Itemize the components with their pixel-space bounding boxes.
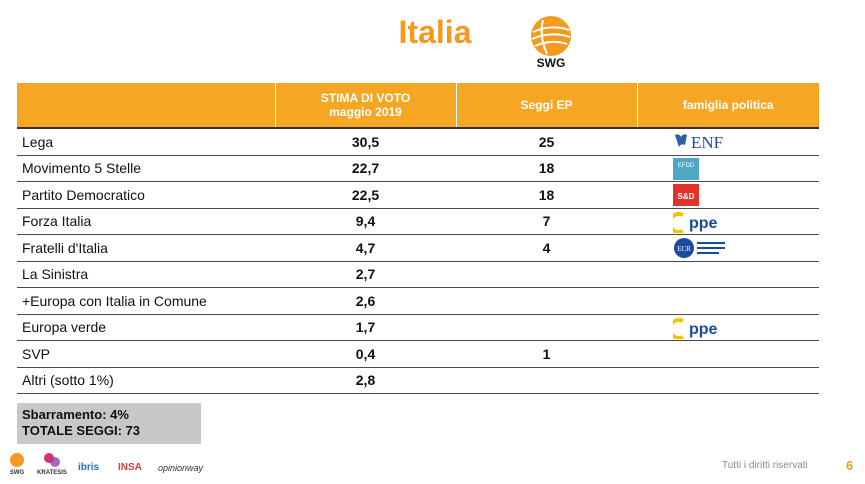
- header-seats: Seggi EP: [456, 83, 638, 128]
- summary-box: Sbarramento: 4% TOTALE SEGGI: 73: [17, 403, 201, 444]
- sd-logo-text: S&D: [678, 192, 695, 201]
- enf-logo-icon: ENF: [675, 133, 723, 152]
- seats-ep: [456, 261, 637, 288]
- seats-ep: [456, 287, 637, 315]
- swg-footer-text: SWG: [9, 470, 25, 476]
- seats-ep: [456, 314, 637, 341]
- page-title: Italia: [398, 14, 472, 50]
- swg-logo-text: SWG: [536, 56, 566, 70]
- table-row: Lega 30,5 25 ENF: [17, 127, 819, 156]
- seats-ep: 18: [456, 181, 637, 209]
- vote-estimate: 0,4: [275, 340, 456, 368]
- seats-ep: 18: [456, 155, 637, 182]
- swg-footer-globe-icon: [10, 453, 24, 467]
- party-name: Altri (sotto 1%): [17, 367, 275, 394]
- table-row: La Sinistra 2,7: [17, 261, 819, 288]
- table-row: +Europa con Italia in Comune 2,6: [17, 287, 819, 315]
- family-cell: [637, 340, 819, 368]
- family-cell: ppe: [637, 208, 819, 235]
- table-row: Forza Italia 9,4 7 ppe: [17, 208, 819, 235]
- seats-ep: 1: [456, 340, 637, 368]
- party-name: +Europa con Italia in Comune: [17, 287, 275, 315]
- ppe-logo-text: ppe: [689, 215, 718, 232]
- party-name: Partito Democratico: [17, 181, 275, 209]
- table-row: Movimento 5 Stelle 22,7 18 EFDD: [17, 155, 819, 182]
- family-cell: ENF: [637, 127, 819, 156]
- vote-estimate: 2,8: [275, 367, 456, 394]
- swg-footer-logo: SWG: [6, 452, 28, 476]
- sd-logo-icon: S&D: [673, 184, 699, 206]
- party-name: Europa verde: [17, 314, 275, 341]
- opinionway-logo: opinionway: [158, 463, 204, 473]
- ecr-logo-icon: ECR: [674, 238, 725, 258]
- partner-logos: SWG KRATESIS ibris INSA opinionway: [6, 452, 246, 482]
- header-vote-line2: maggio 2019: [329, 105, 402, 119]
- party-name: Forza Italia: [17, 208, 275, 235]
- family-cell: S&D: [637, 181, 819, 209]
- vote-estimate: 9,4: [275, 208, 456, 235]
- ppe-logo-icon: ppe: [673, 317, 718, 339]
- party-name: SVP: [17, 340, 275, 368]
- vote-estimate: 1,7: [275, 314, 456, 341]
- table-row: SVP 0,4 1: [17, 340, 819, 368]
- efdd-logo-icon: EFDD: [673, 157, 699, 180]
- family-cell: [637, 261, 819, 288]
- family-cell: EFDD: [637, 155, 819, 182]
- kratesis-text: KRATESIS: [37, 470, 67, 476]
- efdd-logo-text: EFDD: [678, 163, 695, 169]
- family-cell: ppe: [637, 314, 819, 341]
- family-cell: ECR: [637, 234, 819, 262]
- swg-logo: SWG: [527, 14, 575, 74]
- family-cell: [637, 287, 819, 315]
- header-family: famiglia politica: [637, 83, 819, 128]
- vote-estimate: 2,7: [275, 261, 456, 288]
- table-row: Altri (sotto 1%) 2,8: [17, 367, 819, 394]
- ibris-logo: ibris: [78, 462, 100, 473]
- kratesis-icon: [44, 453, 60, 467]
- vote-estimate: 2,6: [275, 287, 456, 315]
- table-row: Partito Democratico 22,5 18 S&D: [17, 181, 819, 209]
- party-name: Lega: [17, 127, 275, 156]
- seats-ep: [456, 367, 637, 394]
- vote-estimate: 22,7: [275, 155, 456, 182]
- table-header-row: STIMA DI VOTO maggio 2019 Seggi EP famig…: [17, 83, 819, 128]
- table-row: Europa verde 1,7 ppe: [17, 314, 819, 341]
- vote-estimate: 22,5: [275, 181, 456, 209]
- seats-ep: 7: [456, 208, 637, 235]
- total-seats-label: TOTALE SEGGI: 73: [22, 423, 140, 438]
- insa-logo: INSA: [118, 462, 142, 473]
- party-name: Movimento 5 Stelle: [17, 155, 275, 182]
- ppe-logo-icon: ppe: [673, 211, 718, 233]
- kratesis-logo: KRATESIS: [34, 452, 70, 476]
- enf-logo-text: ENF: [691, 133, 723, 152]
- party-name: La Sinistra: [17, 261, 275, 288]
- family-cell: [637, 367, 819, 394]
- header-vote: STIMA DI VOTO maggio 2019: [275, 83, 457, 128]
- table-row: Fratelli d'Italia 4,7 4 ECR: [17, 234, 819, 262]
- vote-estimate: 30,5: [275, 127, 456, 156]
- party-name: Fratelli d'Italia: [17, 234, 275, 262]
- header-vote-line1: STIMA DI VOTO: [320, 91, 411, 105]
- ecr-logo-text: ECR: [677, 245, 691, 253]
- seats-ep: 4: [456, 234, 637, 262]
- results-table: STIMA DI VOTO maggio 2019 Seggi EP famig…: [17, 83, 819, 394]
- copyright-text: Tutti i diritti riservati: [722, 460, 808, 471]
- swg-globe-icon: [531, 16, 571, 56]
- page-number: 6: [846, 458, 854, 473]
- ppe-logo-text: ppe: [689, 321, 718, 338]
- header-party: [17, 83, 276, 128]
- seats-ep: 25: [456, 127, 637, 156]
- threshold-label: Sbarramento: 4%: [22, 407, 129, 422]
- vote-estimate: 4,7: [275, 234, 456, 262]
